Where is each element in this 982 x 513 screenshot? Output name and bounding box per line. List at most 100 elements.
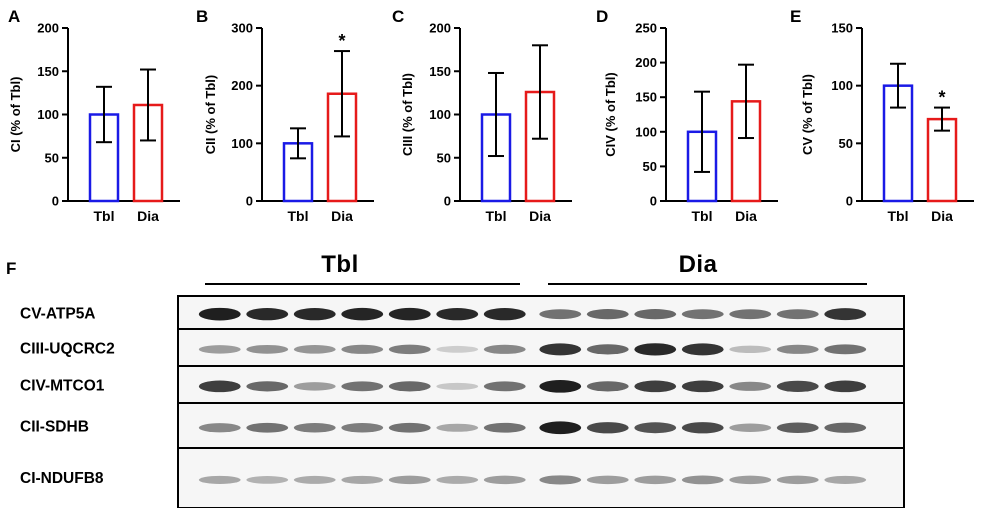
y-tick-label: 250 xyxy=(635,21,657,36)
blot-band xyxy=(436,308,479,321)
blot-band xyxy=(824,308,867,321)
x-tick-label: Tbl xyxy=(888,208,909,224)
x-tick-label: Dia xyxy=(331,208,353,224)
blot-band xyxy=(483,475,526,485)
x-tick-label: Dia xyxy=(137,208,159,224)
blot-band xyxy=(539,380,582,393)
blot-band xyxy=(388,344,431,355)
blot-band xyxy=(388,307,431,321)
y-tick-label: 50 xyxy=(643,159,657,174)
blot-row: CIII-UQCRC2 xyxy=(20,341,867,358)
blot-band xyxy=(246,476,289,484)
blot-band xyxy=(824,475,867,484)
blot-band xyxy=(586,344,629,355)
y-tick-label: 0 xyxy=(650,194,657,209)
blot-band xyxy=(198,475,241,484)
blot-band xyxy=(729,345,772,354)
blot-band xyxy=(341,344,384,354)
x-tick-label: Tbl xyxy=(288,208,309,224)
panel-letter: C xyxy=(392,7,404,26)
blot-band xyxy=(198,380,241,393)
y-axis-label: CII (% of Tbl) xyxy=(203,75,218,154)
blot-row: CIV-MTCO1 xyxy=(20,378,867,395)
blot-band xyxy=(634,343,677,356)
blot-row-label: CV-ATP5A xyxy=(20,306,96,323)
panel-letter: A xyxy=(8,7,20,26)
blot-band xyxy=(483,308,526,321)
y-tick-label: 100 xyxy=(831,78,853,93)
blot-row-label: CI-NDUFB8 xyxy=(20,470,104,487)
group-label-dia: Dia xyxy=(679,251,718,278)
x-tick-label: Dia xyxy=(735,208,757,224)
blot-band xyxy=(776,309,819,320)
blot-band xyxy=(586,475,629,485)
y-tick-label: 0 xyxy=(52,194,59,209)
blot-band xyxy=(341,381,384,392)
blot-band xyxy=(388,475,431,485)
blot-band xyxy=(729,475,772,485)
blot-band xyxy=(729,423,772,432)
blot-row-label: CIV-MTCO1 xyxy=(20,378,105,395)
blot-band xyxy=(293,423,336,433)
significance-marker: * xyxy=(938,88,945,108)
blot-band xyxy=(293,382,336,391)
y-tick-label: 100 xyxy=(231,136,253,151)
y-tick-label: 200 xyxy=(37,21,59,36)
blot-band xyxy=(824,422,867,433)
y-axis-label: CIII (% of Tbl) xyxy=(400,73,415,156)
blot-band xyxy=(824,380,867,393)
x-tick-label: Tbl xyxy=(94,208,115,224)
blot-band xyxy=(539,421,582,435)
blot-band xyxy=(483,381,526,392)
y-axis-label: CV (% of Tbl) xyxy=(800,74,815,155)
blot-band xyxy=(586,309,629,320)
panel-letter: B xyxy=(196,7,208,26)
blot-band xyxy=(341,423,384,433)
blot-band xyxy=(436,423,479,432)
y-tick-label: 0 xyxy=(246,194,253,209)
y-tick-label: 100 xyxy=(635,124,657,139)
y-tick-label: 50 xyxy=(839,136,853,151)
blot-band xyxy=(483,344,526,354)
blot-band xyxy=(776,344,819,354)
blot-band xyxy=(539,343,582,356)
y-tick-label: 300 xyxy=(231,21,253,36)
x-tick-label: Dia xyxy=(529,208,551,224)
blot-band xyxy=(681,380,724,393)
y-tick-label: 200 xyxy=(429,21,451,36)
panel-letter: E xyxy=(790,7,801,26)
x-tick-label: Dia xyxy=(931,208,953,224)
blot-band xyxy=(776,475,819,485)
blot-band xyxy=(634,422,677,434)
bar-charts: A 0 50 100 150 200 CI (% of Tbl) Tbl Dia B 0 100 200… xyxy=(8,7,974,224)
blot-band xyxy=(824,344,867,355)
chart-panel-c: C 0 50 100 150 200 CIII (% of Tbl) Tbl Dia xyxy=(392,7,572,224)
western-blot-panel: F Tbl Dia CV-ATP5A CIII-UQCRC2 CIV-MTCO1 CII-S… xyxy=(6,251,905,509)
x-tick-label: Tbl xyxy=(692,208,713,224)
blot-band xyxy=(681,343,724,356)
blot-band xyxy=(388,422,431,433)
blot-band xyxy=(539,475,582,485)
blot-band xyxy=(681,475,724,485)
blot-band xyxy=(388,381,431,392)
y-axis-label: CIV (% of Tbl) xyxy=(603,72,618,157)
chart-panel-e: E 0 50 100 150 CV (% of Tbl) Tbl Dia * xyxy=(790,7,974,224)
y-tick-label: 150 xyxy=(37,64,59,79)
blot-band xyxy=(634,309,677,320)
y-tick-label: 0 xyxy=(444,194,451,209)
y-tick-label: 100 xyxy=(429,107,451,122)
y-axis-label: CI (% of Tbl) xyxy=(8,77,23,153)
blot-row: CI-NDUFB8 xyxy=(20,470,867,487)
blot-band xyxy=(776,380,819,392)
blot-band xyxy=(341,307,384,321)
y-tick-label: 150 xyxy=(635,90,657,105)
blot-band xyxy=(246,422,289,433)
blot-band xyxy=(246,381,289,392)
blot-row-label: CIII-UQCRC2 xyxy=(20,341,115,358)
blot-band xyxy=(776,422,819,434)
chart-panel-a: A 0 50 100 150 200 CI (% of Tbl) Tbl Dia xyxy=(8,7,180,224)
y-tick-label: 200 xyxy=(231,78,253,93)
blot-band xyxy=(198,345,241,354)
group-label-tbl: Tbl xyxy=(321,251,359,278)
panel-letter: D xyxy=(596,7,608,26)
